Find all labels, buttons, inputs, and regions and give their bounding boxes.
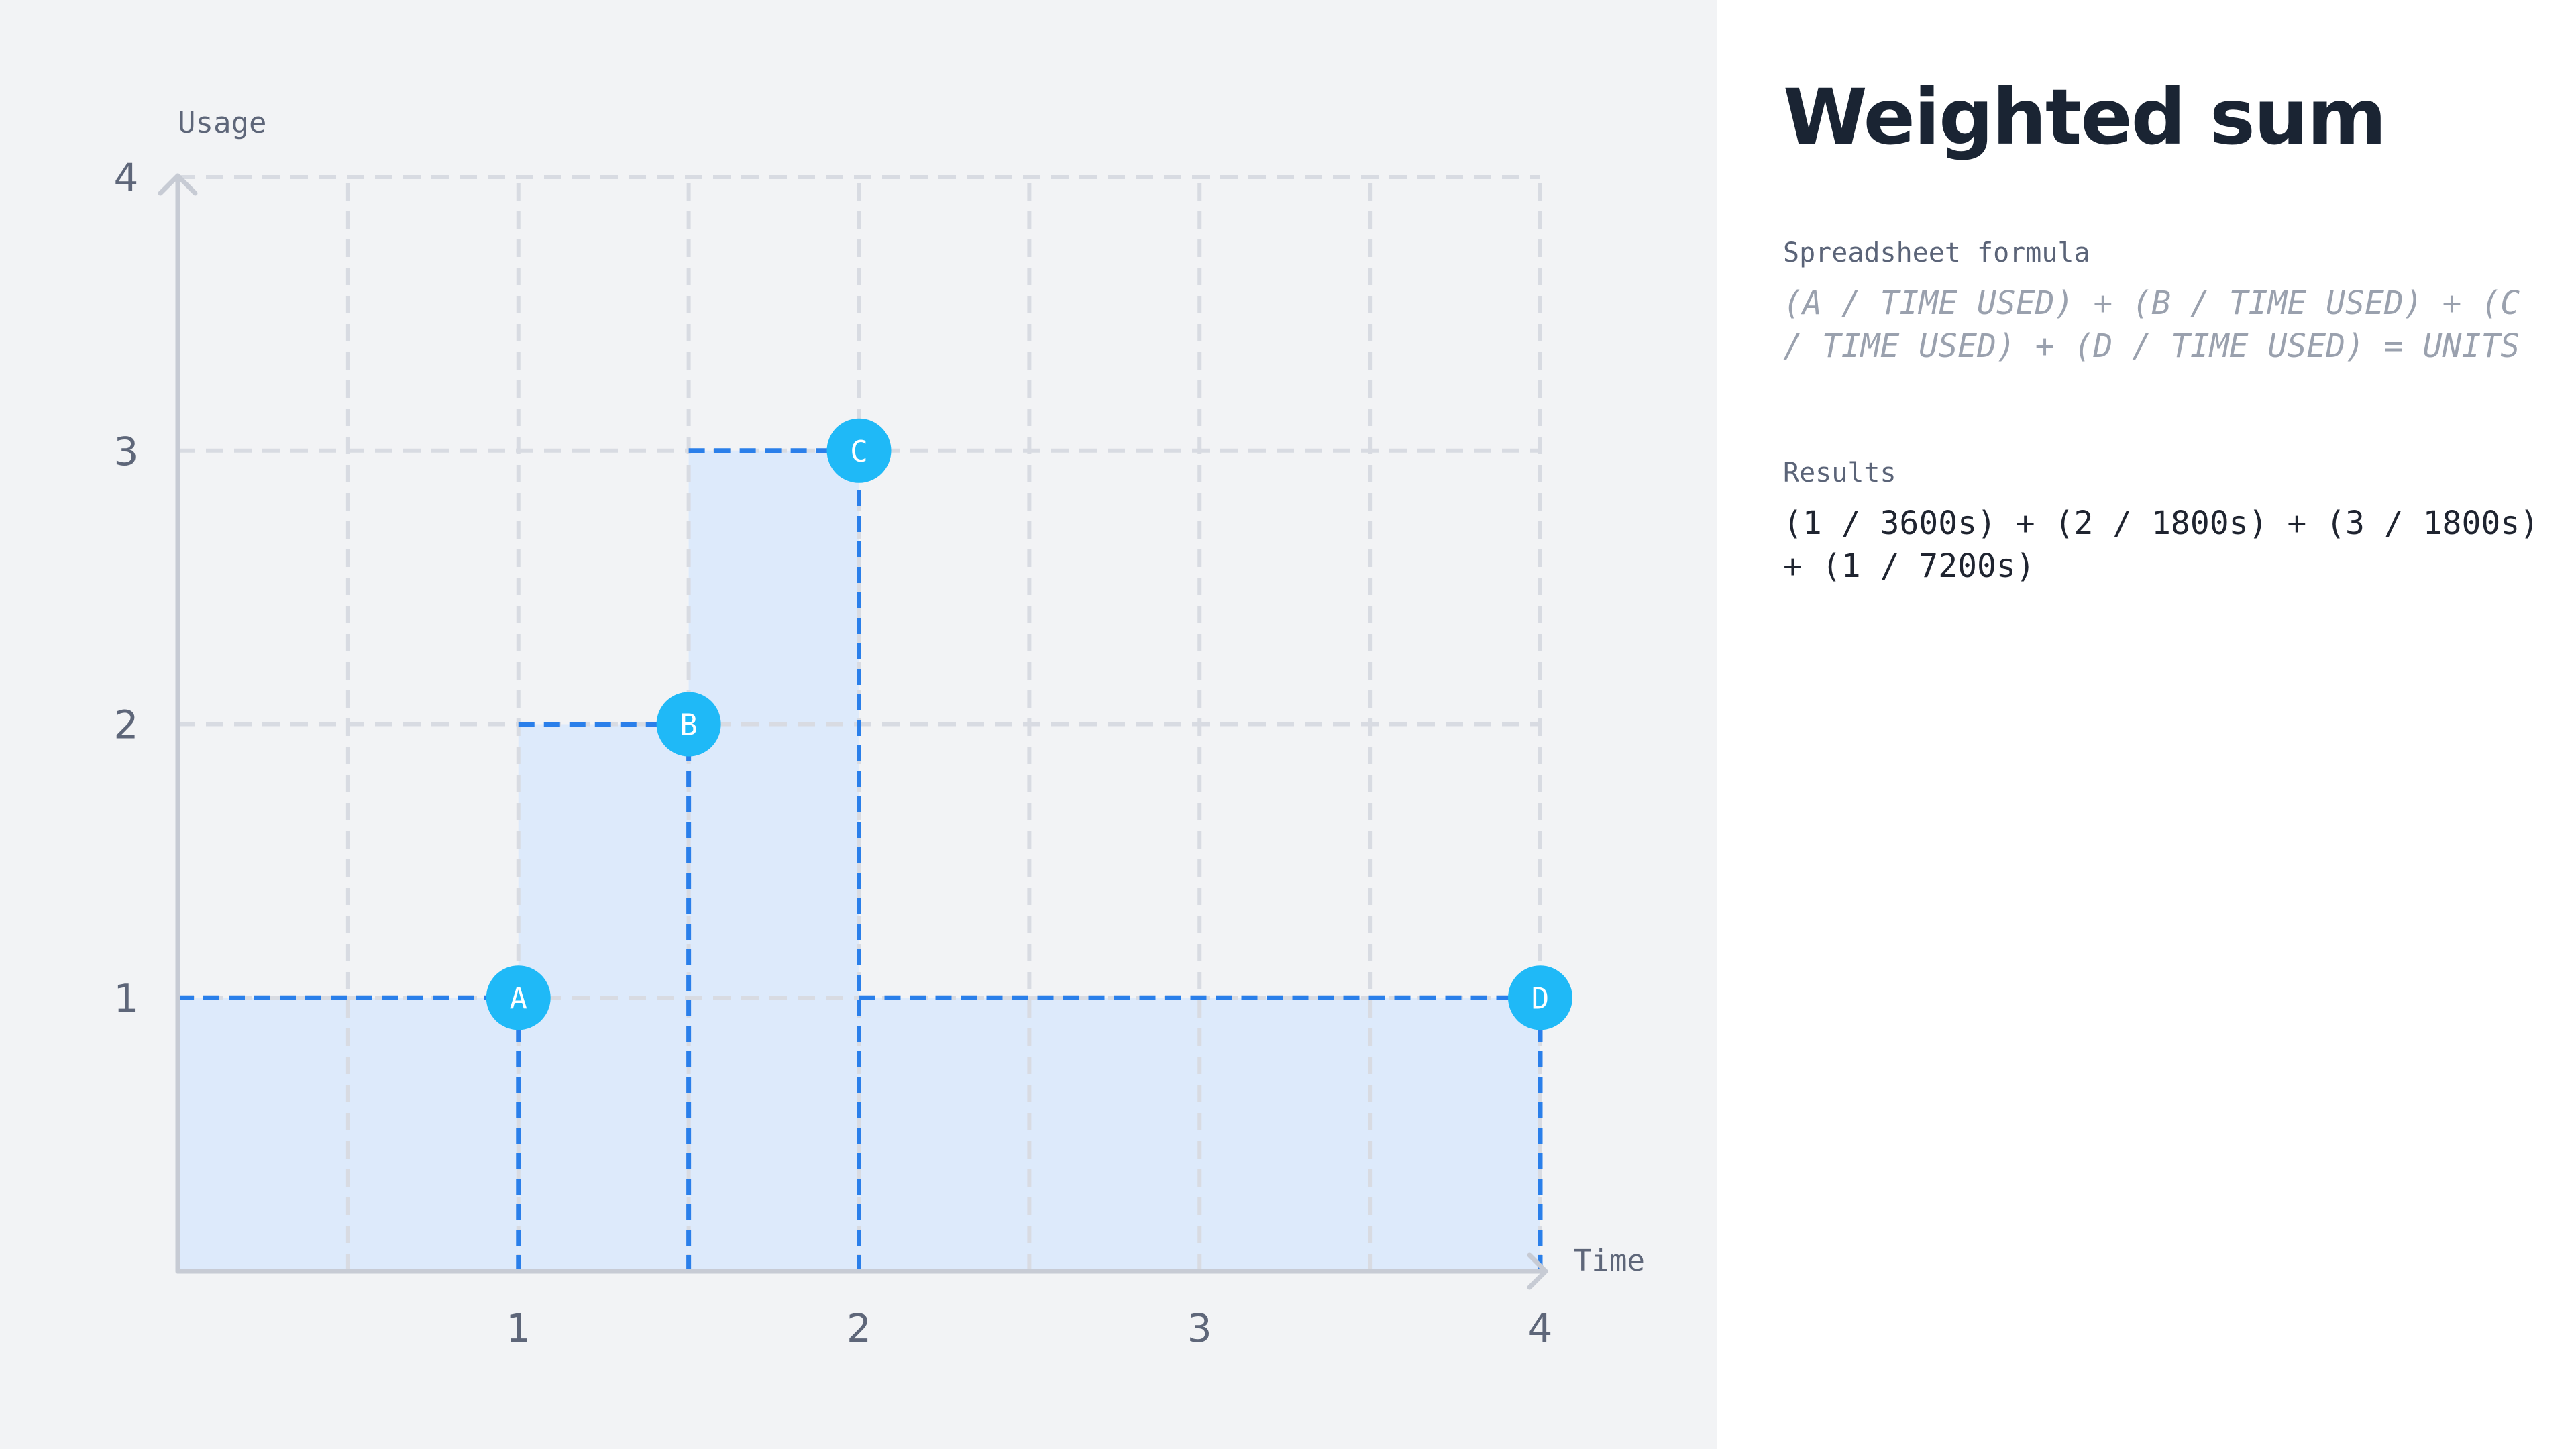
y-tick-label: 4 <box>114 155 139 201</box>
y-tick-label: 2 <box>114 702 139 748</box>
y-axis-label: Usage <box>178 106 266 140</box>
y-tick-label: 1 <box>114 975 139 1021</box>
x-tick-label: 4 <box>1528 1305 1553 1351</box>
point-label: A <box>510 981 528 1016</box>
point-marker-c: C <box>826 418 892 483</box>
page-title: Weighted sum <box>1783 72 2387 162</box>
results-label: Results <box>1783 458 1896 488</box>
formula-text: (A / TIME USED) + (B / TIME USED) + (C /… <box>1783 284 2540 365</box>
point-marker-d: D <box>1508 965 1572 1030</box>
point-circle <box>1508 965 1572 1030</box>
point-label: D <box>1532 981 1550 1016</box>
point-circle <box>826 418 892 483</box>
y-tick-label: 3 <box>114 429 139 474</box>
x-tick-label: 1 <box>506 1305 531 1351</box>
point-circle <box>656 692 721 757</box>
point-label: C <box>850 435 868 469</box>
point-marker-b: B <box>656 692 721 757</box>
usage-step-chart: Usage Time 1 2 3 4 1 2 3 4 A B C D <box>114 106 1645 1351</box>
x-axis-label: Time <box>1574 1244 1645 1278</box>
results-text: (1 / 3600s) + (2 / 1800s) + (3 / 1800s) … <box>1783 504 2559 585</box>
x-axis-arrow-icon <box>1527 1252 1548 1290</box>
x-tick-label: 3 <box>1187 1305 1212 1351</box>
point-marker-a: A <box>486 965 551 1030</box>
point-label: B <box>680 708 698 743</box>
point-circle <box>486 965 551 1030</box>
x-tick-label: 2 <box>847 1305 871 1351</box>
chart-panel: Usage Time 1 2 3 4 1 2 3 4 A B C D <box>0 0 1717 1449</box>
y-axis-arrow-icon <box>158 173 198 196</box>
area-fill-3 <box>688 450 859 1271</box>
info-panel <box>1717 0 2576 1449</box>
formula-label: Spreadsheet formula <box>1783 237 2090 268</box>
